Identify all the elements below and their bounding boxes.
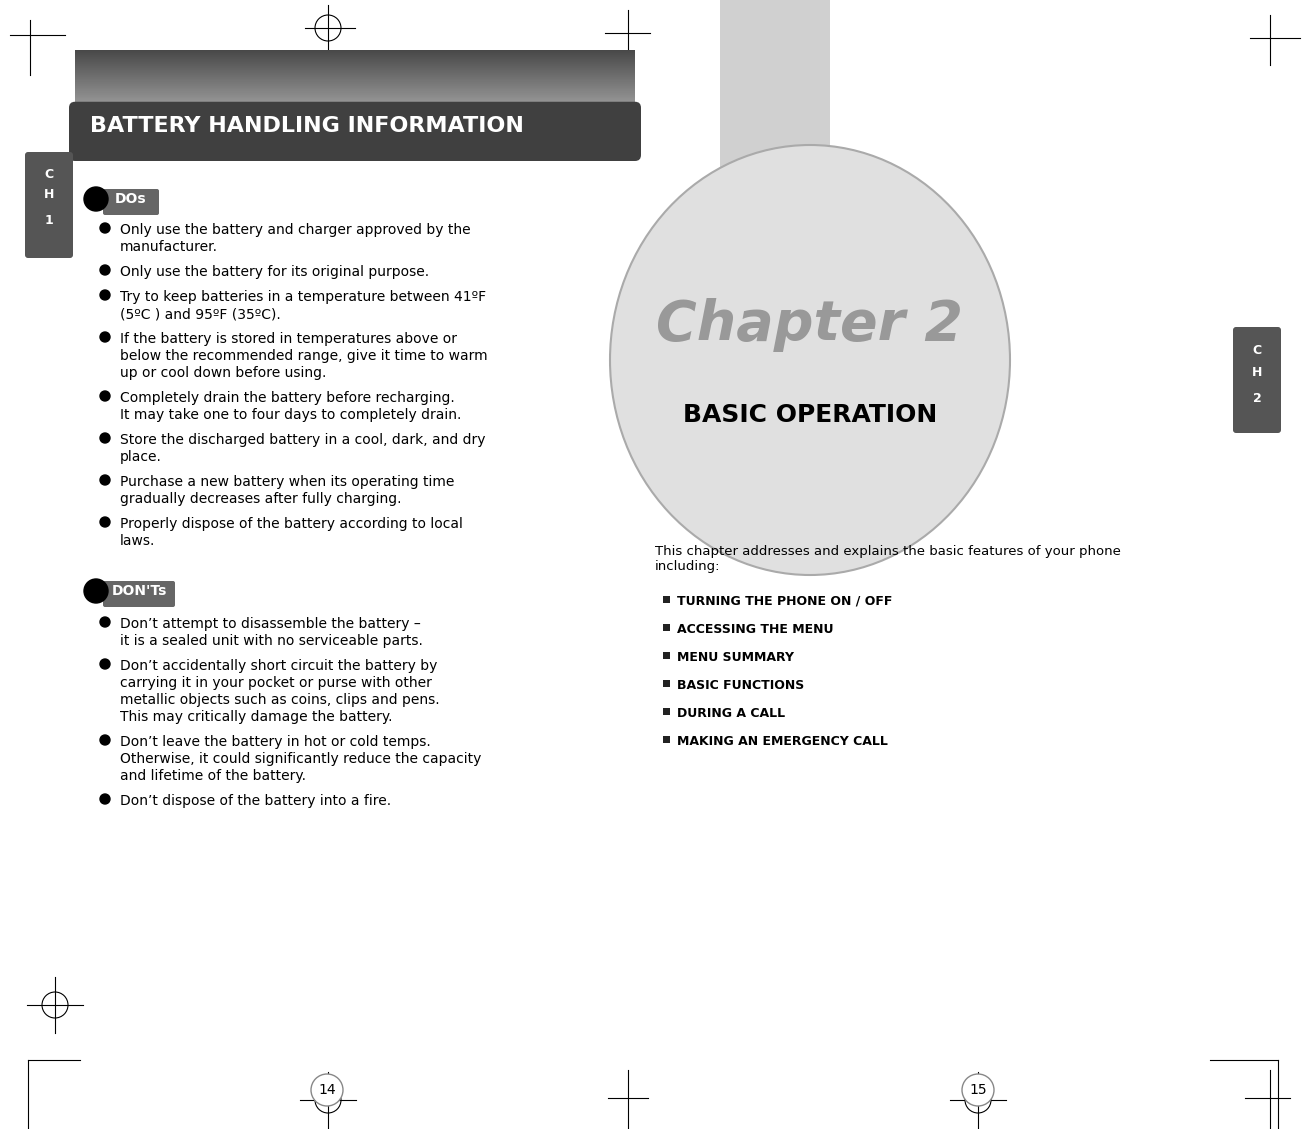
Bar bbox=[663, 624, 670, 631]
Text: It may take one to four days to completely drain.: It may take one to four days to complete… bbox=[120, 408, 461, 422]
Text: This may critically damage the battery.: This may critically damage the battery. bbox=[120, 710, 393, 724]
Text: it is a sealed unit with no serviceable parts.: it is a sealed unit with no serviceable … bbox=[120, 634, 423, 648]
FancyBboxPatch shape bbox=[103, 189, 159, 215]
Text: BASIC OPERATION: BASIC OPERATION bbox=[683, 403, 938, 427]
Text: Don’t attempt to disassemble the battery –: Don’t attempt to disassemble the battery… bbox=[120, 618, 421, 631]
Text: place.: place. bbox=[120, 450, 162, 464]
Text: H: H bbox=[1252, 366, 1262, 378]
Bar bbox=[663, 708, 670, 715]
Text: Completely drain the battery before recharging.: Completely drain the battery before rech… bbox=[120, 391, 454, 405]
Circle shape bbox=[101, 735, 110, 745]
Bar bbox=[663, 596, 670, 603]
Circle shape bbox=[101, 659, 110, 669]
Text: DURING A CALL: DURING A CALL bbox=[677, 707, 785, 720]
Text: laws.: laws. bbox=[120, 534, 155, 548]
FancyBboxPatch shape bbox=[25, 152, 73, 259]
Circle shape bbox=[963, 1074, 994, 1106]
Text: This chapter addresses and explains the basic features of your phone
including:: This chapter addresses and explains the … bbox=[656, 545, 1121, 574]
FancyBboxPatch shape bbox=[1233, 327, 1281, 434]
Text: Otherwise, it could significantly reduce the capacity: Otherwise, it could significantly reduce… bbox=[120, 752, 482, 765]
Circle shape bbox=[101, 391, 110, 401]
Text: Don’t leave the battery in hot or cold temps.: Don’t leave the battery in hot or cold t… bbox=[120, 735, 431, 749]
Text: (5ºC ) and 95ºF (35ºC).: (5ºC ) and 95ºF (35ºC). bbox=[120, 307, 281, 321]
Text: DOs: DOs bbox=[115, 192, 146, 205]
Text: If the battery is stored in temperatures above or: If the battery is stored in temperatures… bbox=[120, 332, 457, 345]
Text: Only use the battery and charger approved by the: Only use the battery and charger approve… bbox=[120, 224, 470, 237]
Text: gradually decreases after fully charging.: gradually decreases after fully charging… bbox=[120, 492, 401, 506]
Text: ACCESSING THE MENU: ACCESSING THE MENU bbox=[677, 623, 833, 636]
Bar bbox=[663, 680, 670, 688]
Circle shape bbox=[101, 290, 110, 300]
Circle shape bbox=[101, 794, 110, 804]
Circle shape bbox=[84, 579, 108, 603]
Text: below the recommended range, give it time to warm: below the recommended range, give it tim… bbox=[120, 349, 487, 364]
Text: MAKING AN EMERGENCY CALL: MAKING AN EMERGENCY CALL bbox=[677, 735, 888, 749]
Text: 2: 2 bbox=[1252, 392, 1262, 404]
Circle shape bbox=[101, 475, 110, 485]
Text: BATTERY HANDLING INFORMATION: BATTERY HANDLING INFORMATION bbox=[90, 115, 524, 135]
Circle shape bbox=[101, 224, 110, 233]
Text: Only use the battery for its original purpose.: Only use the battery for its original pu… bbox=[120, 265, 430, 279]
Text: C: C bbox=[44, 168, 54, 182]
Text: metallic objects such as coins, clips and pens.: metallic objects such as coins, clips an… bbox=[120, 693, 440, 707]
Text: C: C bbox=[1252, 343, 1262, 357]
Circle shape bbox=[101, 517, 110, 527]
Text: up or cool down before using.: up or cool down before using. bbox=[120, 366, 326, 380]
Circle shape bbox=[101, 265, 110, 275]
Text: Don’t dispose of the battery into a fire.: Don’t dispose of the battery into a fire… bbox=[120, 794, 390, 808]
Text: TURNING THE PHONE ON / OFF: TURNING THE PHONE ON / OFF bbox=[677, 595, 892, 609]
Text: carrying it in your pocket or purse with other: carrying it in your pocket or purse with… bbox=[120, 676, 432, 690]
Text: BASIC FUNCTIONS: BASIC FUNCTIONS bbox=[677, 679, 804, 692]
Text: manufacturer.: manufacturer. bbox=[120, 240, 218, 254]
Circle shape bbox=[101, 332, 110, 342]
Circle shape bbox=[101, 618, 110, 627]
Text: and lifetime of the battery.: and lifetime of the battery. bbox=[120, 769, 306, 784]
Text: Properly dispose of the battery according to local: Properly dispose of the battery accordin… bbox=[120, 517, 462, 531]
Text: Chapter 2: Chapter 2 bbox=[657, 298, 964, 352]
Ellipse shape bbox=[610, 145, 1010, 575]
Text: 1: 1 bbox=[44, 213, 54, 227]
Text: Purchase a new battery when its operating time: Purchase a new battery when its operatin… bbox=[120, 475, 454, 489]
FancyBboxPatch shape bbox=[69, 102, 641, 161]
Circle shape bbox=[311, 1074, 343, 1106]
Bar bbox=[663, 736, 670, 743]
Text: H: H bbox=[44, 189, 54, 201]
Circle shape bbox=[101, 434, 110, 443]
Text: Store the discharged battery in a cool, dark, and dry: Store the discharged battery in a cool, … bbox=[120, 434, 486, 447]
Bar bbox=[720, 0, 831, 530]
FancyBboxPatch shape bbox=[103, 581, 175, 607]
Circle shape bbox=[84, 187, 108, 211]
Text: Don’t accidentally short circuit the battery by: Don’t accidentally short circuit the bat… bbox=[120, 659, 438, 673]
Text: 15: 15 bbox=[969, 1083, 987, 1097]
Bar bbox=[663, 653, 670, 659]
Text: Try to keep batteries in a temperature between 41ºF: Try to keep batteries in a temperature b… bbox=[120, 290, 486, 304]
Text: DON'Ts: DON'Ts bbox=[111, 584, 167, 598]
Text: MENU SUMMARY: MENU SUMMARY bbox=[677, 651, 794, 664]
Text: 14: 14 bbox=[319, 1083, 336, 1097]
